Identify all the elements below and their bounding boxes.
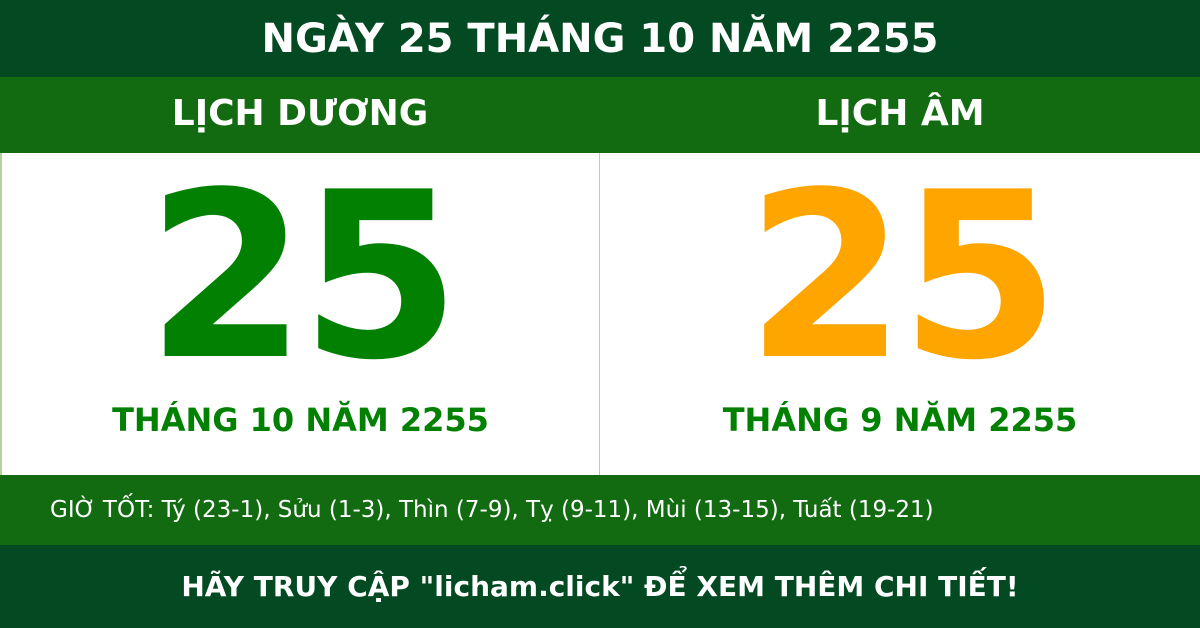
solar-month-year: THÁNG 10 NĂM 2255 xyxy=(112,401,489,439)
lunar-panel: 25 THÁNG 9 NĂM 2255 xyxy=(600,153,1200,475)
lunar-day: 25 xyxy=(745,144,1060,411)
good-hours: GIỜ TỐT: Tý (23-1), Sửu (1-3), Thìn (7-9… xyxy=(0,475,1200,545)
page-title: NGÀY 25 THÁNG 10 NĂM 2255 xyxy=(0,0,1200,77)
footer-cta: HÃY TRUY CẬP "licham.click" ĐỂ XEM THÊM … xyxy=(0,545,1200,628)
solar-calendar-label: LỊCH DƯƠNG xyxy=(171,92,429,134)
lunar-month-year: THÁNG 9 NĂM 2255 xyxy=(722,401,1078,439)
lunar-calendar-label: LỊCH ÂM xyxy=(815,92,985,134)
solar-day: 25 xyxy=(146,144,460,411)
calendar-headers: LỊCH DƯƠNG LỊCH ÂM xyxy=(0,77,1200,153)
solar-panel: 25 THÁNG 10 NĂM 2255 xyxy=(0,153,600,475)
calendar-body: 25 THÁNG 10 NĂM 2255 25 THÁNG 9 NĂM 2255 xyxy=(0,153,1200,475)
